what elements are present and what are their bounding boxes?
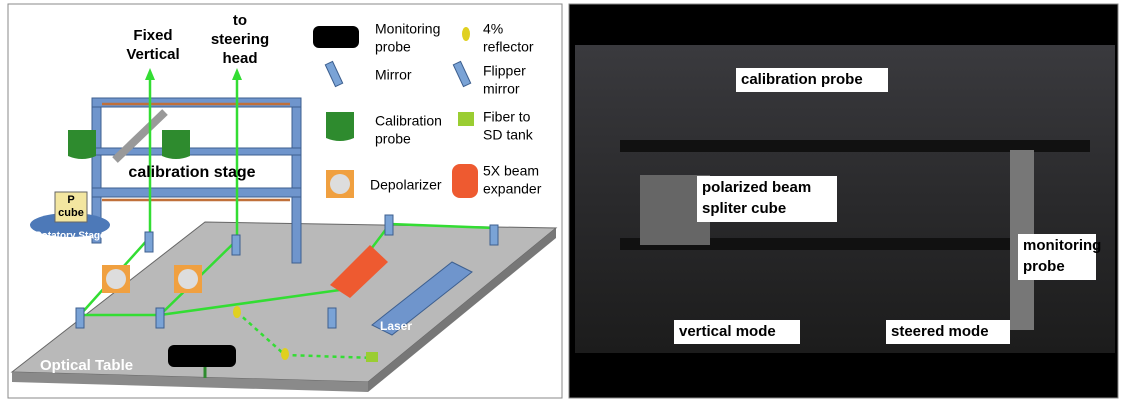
legend-label: SD tank [483, 127, 534, 143]
cube-label: P [67, 194, 74, 206]
photo-label: vertical mode [679, 323, 776, 340]
legend-label: 5X beam [483, 163, 539, 179]
legend-icon [452, 164, 478, 198]
monitoring-probe [168, 345, 236, 367]
photo-label: steered mode [891, 323, 989, 340]
mirror [385, 215, 393, 235]
legend-icon [462, 27, 470, 41]
depolarizer [106, 269, 126, 289]
beam-label: to [233, 12, 247, 29]
legend-label: 4% [483, 21, 503, 37]
legend-icon [330, 174, 350, 194]
mirror [490, 225, 498, 245]
table-label: Optical Table [40, 357, 133, 374]
legend-icon [326, 112, 354, 141]
legend-icon [458, 112, 474, 126]
legend-label: Mirror [375, 67, 412, 83]
rotatory-label: Rotatory Stage [34, 231, 106, 242]
mirror [232, 235, 240, 255]
frame-beam [92, 98, 301, 107]
beam-label: Fixed [133, 27, 172, 44]
legend-label: Fiber to [483, 109, 531, 125]
legend-label: Flipper [483, 63, 526, 79]
photo-label: polarized beam [702, 179, 811, 196]
legend-label: mirror [483, 81, 520, 97]
legend-label: probe [375, 39, 411, 55]
legend-label: reflector [483, 39, 534, 55]
beam-label: head [222, 50, 257, 67]
reflector [281, 348, 289, 360]
legend-label: Depolarizer [370, 177, 442, 193]
reflector [233, 306, 241, 318]
mirror [145, 232, 153, 252]
photo-label: calibration probe [741, 71, 863, 88]
beam-label: steering [211, 31, 269, 48]
laser-label: Laser [380, 319, 412, 333]
legend-icon [313, 26, 359, 48]
stage-label: calibration stage [128, 164, 255, 181]
calibration-probe [68, 130, 96, 159]
mirror [328, 308, 336, 328]
legend-label: Monitoring [375, 21, 440, 37]
mirror [156, 308, 164, 328]
beam-label: Vertical [126, 46, 179, 63]
legend-label: Calibration [375, 113, 442, 129]
frame-beam [92, 188, 301, 197]
calibration-probe [162, 130, 190, 159]
frame-post [292, 98, 301, 263]
figure: Fixed Vertical to steering head Monitoring pro… [0, 0, 1122, 403]
cube-label: cube [58, 207, 84, 219]
photo-label: monitoring [1023, 237, 1101, 254]
legend-label: expander [483, 181, 542, 197]
fiber [366, 352, 378, 362]
legend-label: probe [375, 131, 411, 147]
page: {"diagram": { "beams": [["Fixed", "Verti… [0, 0, 1122, 403]
photo-label: probe [1023, 258, 1065, 275]
depolarizer [178, 269, 198, 289]
mirror [76, 308, 84, 328]
photo-label: spliter cube [702, 200, 786, 217]
